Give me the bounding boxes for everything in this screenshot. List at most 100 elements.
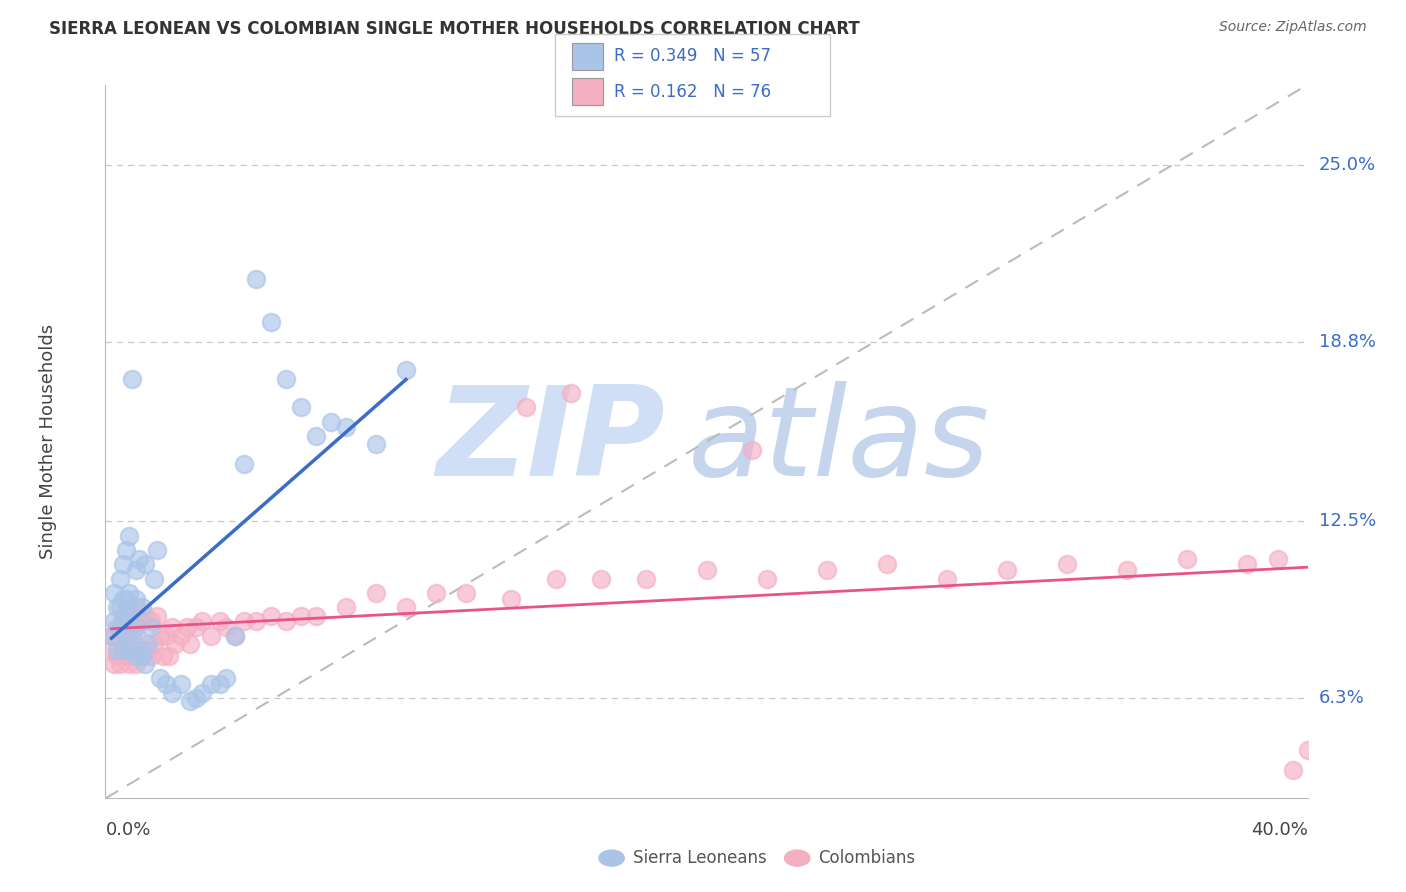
Point [107,600,129,615]
Point [110,620,132,634]
Point [501,591,523,606]
Point [118,629,141,643]
Point [124,591,146,606]
Point [139,620,162,634]
Point [1175,551,1198,566]
Point [103,615,125,629]
Point [636,572,658,586]
Point [546,572,568,586]
Point [128,615,150,629]
Point [155,677,177,691]
Point [741,443,763,458]
Point [184,620,207,634]
Point [160,620,183,634]
Point [115,620,138,634]
Point [155,629,177,643]
Point [179,637,201,651]
Point [1116,563,1139,577]
Point [1056,558,1078,572]
Point [395,600,418,615]
Point [176,620,198,634]
Point [335,420,357,434]
Text: Sierra Leoneans: Sierra Leoneans [633,849,766,867]
Point [112,643,135,657]
Point [319,415,342,429]
Point [245,615,267,629]
Point [163,637,186,651]
Point [224,629,246,643]
Point [118,529,141,543]
Point [107,648,129,663]
Point [121,372,143,386]
Point [224,629,246,643]
Point [100,629,122,643]
Point [936,572,959,586]
Point [121,643,143,657]
Point [815,563,838,577]
Point [200,629,222,643]
Text: 25.0%: 25.0% [1319,156,1376,174]
Point [103,586,125,600]
Point [274,372,297,386]
Point [115,648,138,663]
Point [148,672,170,686]
Point [364,586,387,600]
Text: 12.5%: 12.5% [1319,513,1376,531]
Point [200,677,222,691]
Point [134,608,156,623]
Point [115,629,138,643]
Point [110,629,132,643]
Point [124,563,146,577]
Text: atlas: atlas [688,381,990,502]
Point [290,608,312,623]
Point [107,643,129,657]
Point [152,648,174,663]
Point [142,637,165,651]
Point [1281,763,1303,777]
Point [208,677,231,691]
Point [876,558,898,572]
Point [103,657,125,672]
Point [131,600,153,615]
Point [128,551,150,566]
Point [395,363,418,377]
Point [335,600,357,615]
Point [139,615,162,629]
Text: Single Mother Households: Single Mother Households [39,324,56,559]
Point [118,608,141,623]
Point [364,437,387,451]
Text: 6.3%: 6.3% [1319,690,1364,707]
Point [118,600,141,615]
Point [100,643,122,657]
Point [148,629,170,643]
Point [260,315,283,329]
Point [208,615,231,629]
Point [145,543,167,558]
Point [755,572,778,586]
Point [515,401,537,415]
Point [121,629,143,643]
Point [139,648,162,663]
Point [118,657,141,672]
Point [112,558,135,572]
Point [190,686,212,700]
Point [305,429,328,443]
Point [124,620,146,634]
Point [131,648,153,663]
Text: Source: ZipAtlas.com: Source: ZipAtlas.com [1219,20,1367,34]
Point [425,586,447,600]
Point [145,608,167,623]
Point [103,629,125,643]
Point [107,620,129,634]
Point [214,620,236,634]
Point [232,615,254,629]
Point [136,637,159,651]
Point [115,608,138,623]
Point [110,600,132,615]
Point [157,648,180,663]
Point [245,272,267,286]
Point [110,572,132,586]
Point [305,608,328,623]
Point [134,558,156,572]
Text: R = 0.349   N = 57: R = 0.349 N = 57 [614,47,772,65]
